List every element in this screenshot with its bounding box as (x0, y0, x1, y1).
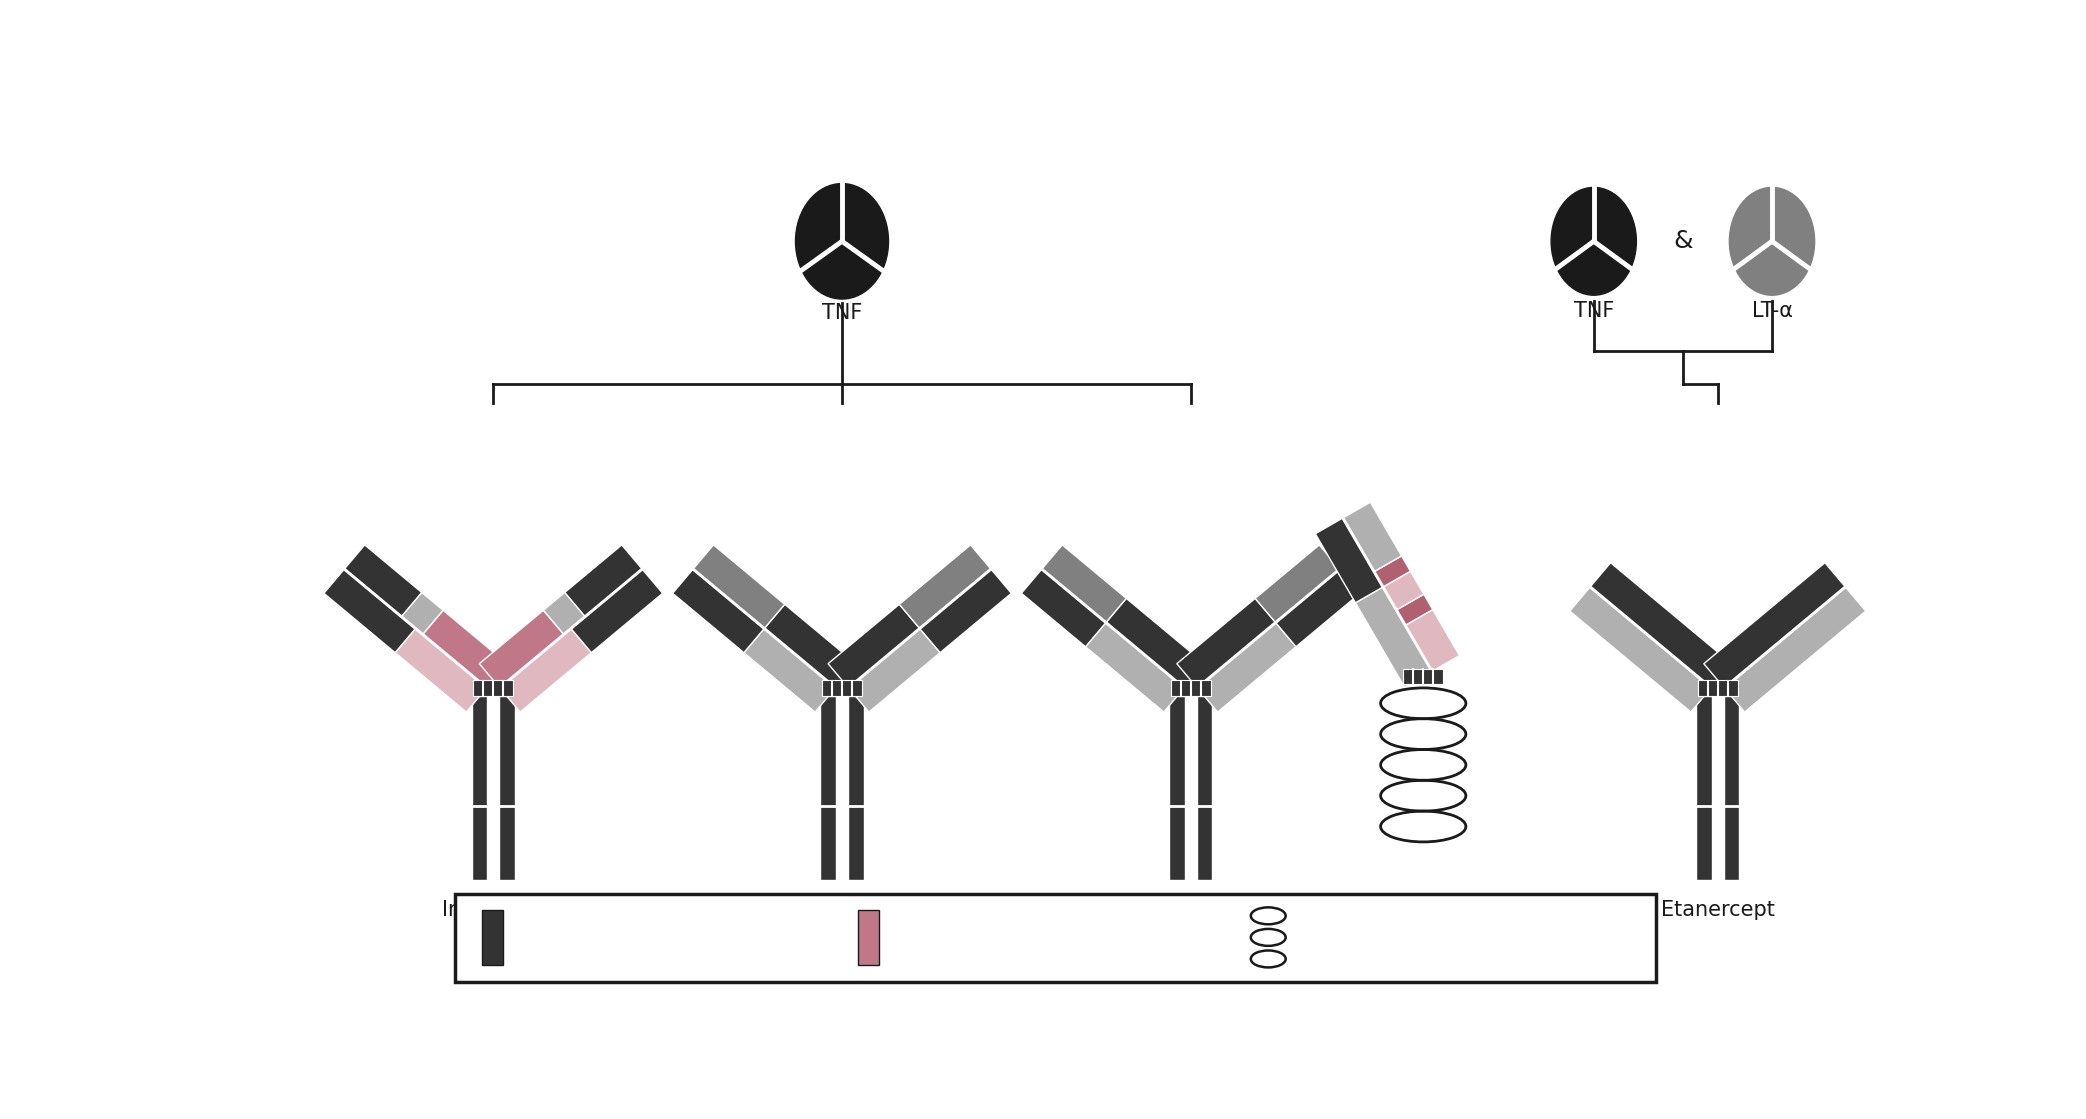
Text: Golimumab: Golimumab (1131, 900, 1252, 920)
Polygon shape (1277, 570, 1360, 647)
Polygon shape (1383, 571, 1425, 610)
Polygon shape (565, 545, 642, 617)
Text: TNF: TNF (1573, 301, 1615, 321)
Ellipse shape (1729, 187, 1815, 295)
Polygon shape (849, 629, 941, 712)
Bar (474, 680, 513, 696)
Polygon shape (1197, 696, 1212, 881)
Polygon shape (1398, 594, 1433, 624)
Polygon shape (1406, 610, 1460, 671)
Bar (822, 680, 862, 696)
Polygon shape (344, 545, 421, 617)
Text: Adalimumab: Adalimumab (776, 900, 907, 920)
Polygon shape (1375, 556, 1410, 586)
Polygon shape (1696, 696, 1711, 881)
Polygon shape (1343, 502, 1402, 572)
Polygon shape (1704, 563, 1844, 687)
Text: Human sequence: Human sequence (517, 928, 686, 947)
Polygon shape (499, 696, 515, 881)
Polygon shape (1356, 587, 1431, 687)
Polygon shape (1168, 696, 1185, 881)
Polygon shape (403, 592, 442, 633)
Ellipse shape (795, 184, 889, 299)
Polygon shape (1316, 518, 1383, 603)
Text: TNF: TNF (822, 303, 862, 323)
Text: Certolizumab
pegol: Certolizumab pegol (1354, 900, 1494, 943)
Polygon shape (899, 545, 991, 628)
FancyBboxPatch shape (455, 893, 1656, 982)
Polygon shape (471, 696, 486, 881)
Polygon shape (766, 604, 855, 687)
Polygon shape (1256, 545, 1339, 622)
Bar (1170, 680, 1210, 696)
Polygon shape (920, 570, 1012, 652)
Polygon shape (394, 629, 486, 712)
Polygon shape (828, 604, 920, 687)
Polygon shape (423, 610, 507, 687)
Text: Murine sequence: Murine sequence (893, 928, 1060, 947)
Polygon shape (745, 629, 834, 712)
Polygon shape (572, 570, 663, 652)
Polygon shape (544, 592, 584, 633)
Polygon shape (501, 629, 592, 712)
Polygon shape (672, 570, 763, 652)
Polygon shape (1592, 563, 1731, 687)
Polygon shape (1106, 599, 1206, 687)
Polygon shape (820, 696, 836, 881)
Text: Polyethylene glycol: Polyethylene glycol (1300, 928, 1487, 947)
Text: Etanercept: Etanercept (1660, 900, 1775, 920)
Polygon shape (1725, 587, 1865, 712)
Polygon shape (849, 696, 864, 881)
Polygon shape (1177, 599, 1275, 687)
Polygon shape (1085, 623, 1183, 712)
Text: &: & (1673, 229, 1692, 253)
Polygon shape (1197, 623, 1295, 712)
Bar (482, 910, 503, 965)
Polygon shape (693, 545, 784, 628)
Polygon shape (1571, 587, 1711, 712)
Polygon shape (1022, 570, 1106, 647)
Bar (1404, 669, 1444, 684)
Polygon shape (1043, 545, 1126, 622)
Ellipse shape (1552, 187, 1635, 295)
Text: LT-α: LT-α (1752, 301, 1792, 321)
Bar (857, 910, 878, 965)
Polygon shape (480, 610, 563, 687)
Polygon shape (1723, 696, 1740, 881)
Text: Infliximab: Infliximab (442, 900, 544, 920)
Bar (1698, 680, 1738, 696)
Polygon shape (323, 570, 415, 652)
